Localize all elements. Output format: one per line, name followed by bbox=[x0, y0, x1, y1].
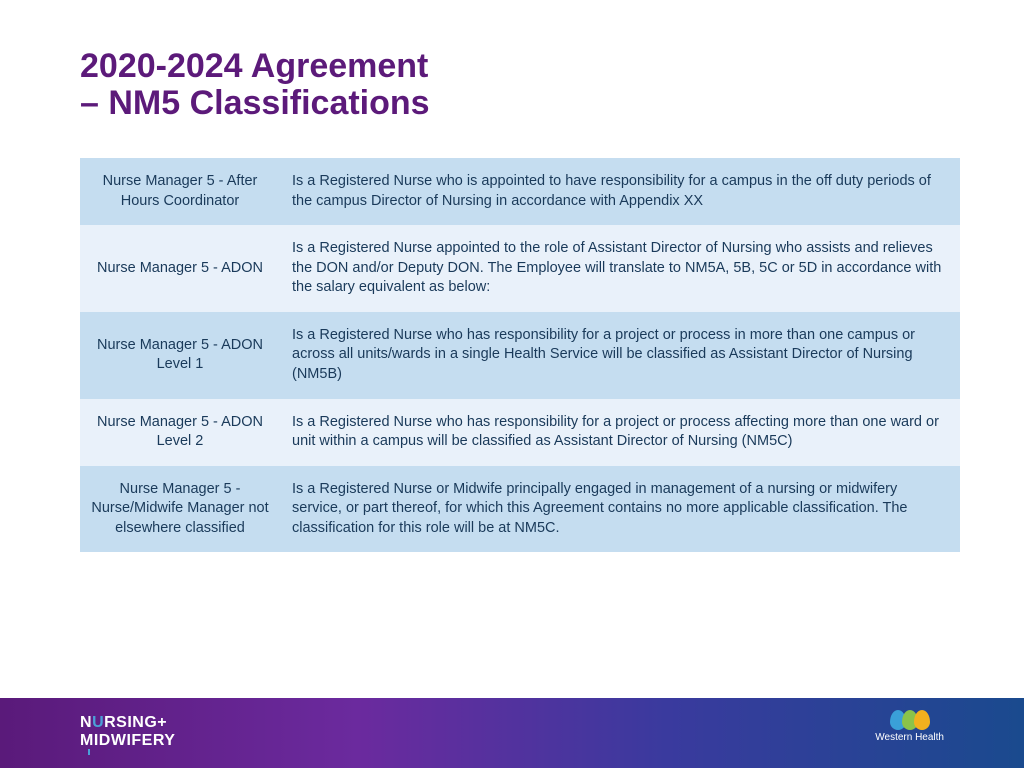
western-health-icon bbox=[875, 710, 944, 730]
logo-petal bbox=[914, 710, 930, 730]
role-cell: Nurse Manager 5 - ADON Level 2 bbox=[80, 399, 280, 466]
desc-cell: Is a Registered Nurse who has responsibi… bbox=[280, 399, 960, 466]
role-cell: Nurse Manager 5 - ADON Level 1 bbox=[80, 312, 280, 399]
table-row: Nurse Manager 5 - After Hours Coordinato… bbox=[80, 158, 960, 225]
table-row: Nurse Manager 5 - ADONIs a Registered Nu… bbox=[80, 225, 960, 312]
slide: 2020-2024 Agreement – NM5 Classification… bbox=[0, 0, 1024, 768]
role-cell: Nurse Manager 5 - Nurse/Midwife Manager … bbox=[80, 466, 280, 553]
desc-cell: Is a Registered Nurse or Midwife princip… bbox=[280, 466, 960, 553]
table-row: Nurse Manager 5 - Nurse/Midwife Manager … bbox=[80, 466, 960, 553]
brand-line-1: NURSING+ bbox=[80, 714, 175, 732]
western-health-text: Western Health bbox=[875, 732, 944, 743]
brand-u-accent: U bbox=[92, 714, 104, 731]
table-row: Nurse Manager 5 - ADON Level 2Is a Regis… bbox=[80, 399, 960, 466]
slide-title: 2020-2024 Agreement – NM5 Classification… bbox=[80, 48, 430, 123]
role-cell: Nurse Manager 5 - After Hours Coordinato… bbox=[80, 158, 280, 225]
brand-line-2: MIDWIFERY bbox=[80, 732, 175, 750]
footer-brand: NURSING+ MIDWIFERY bbox=[80, 714, 175, 749]
classifications-table-wrap: Nurse Manager 5 - After Hours Coordinato… bbox=[80, 158, 960, 552]
table-row: Nurse Manager 5 - ADON Level 1Is a Regis… bbox=[80, 312, 960, 399]
classifications-table: Nurse Manager 5 - After Hours Coordinato… bbox=[80, 158, 960, 552]
desc-cell: Is a Registered Nurse who has responsibi… bbox=[280, 312, 960, 399]
role-cell: Nurse Manager 5 - ADON bbox=[80, 225, 280, 312]
desc-cell: Is a Registered Nurse appointed to the r… bbox=[280, 225, 960, 312]
title-line-1: 2020-2024 Agreement bbox=[80, 48, 430, 85]
footer-right-logo: Western Health bbox=[875, 710, 944, 743]
title-line-2: – NM5 Classifications bbox=[80, 85, 430, 122]
desc-cell: Is a Registered Nurse who is appointed t… bbox=[280, 158, 960, 225]
footer-bar: NURSING+ MIDWIFERY Western Health bbox=[0, 698, 1024, 768]
